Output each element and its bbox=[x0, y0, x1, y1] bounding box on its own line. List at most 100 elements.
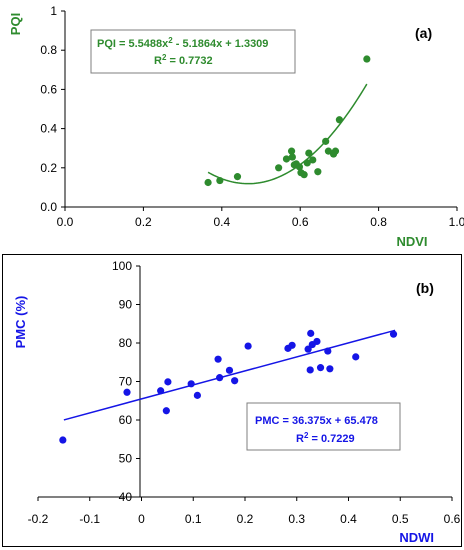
data-point bbox=[225, 366, 234, 374]
panel-a-x-ticks: 0.0 0.2 0.4 0.6 0.8 1.0 bbox=[57, 207, 464, 229]
data-point bbox=[304, 345, 312, 353]
panel-a-y-label: PQI bbox=[8, 13, 23, 35]
y-tick-label: 0.4 bbox=[40, 122, 57, 136]
data-point bbox=[288, 341, 296, 349]
data-point bbox=[307, 329, 315, 337]
panel-a-y-ticks: 0.0 0.2 0.4 0.6 0.8 1 bbox=[40, 4, 65, 214]
panel-a-points bbox=[204, 55, 371, 187]
panel-b-equation: PMC = 36.375x + 65.478 bbox=[255, 415, 378, 427]
data-point bbox=[389, 330, 398, 338]
data-point bbox=[309, 156, 317, 164]
x-tick-label: 0.5 bbox=[392, 512, 409, 526]
panel-b-frame bbox=[2, 254, 462, 547]
panel-b-y-label: PMC (%) bbox=[13, 296, 28, 349]
data-point bbox=[352, 353, 360, 361]
data-point bbox=[187, 380, 195, 388]
panel-a-label: (a) bbox=[415, 25, 432, 41]
x-tick-label: 0.1 bbox=[185, 512, 202, 526]
panel-a-x-label: NDVI bbox=[396, 234, 427, 249]
data-point bbox=[363, 55, 371, 63]
panel-a-equation-part2: - 5.1864x + 1.3309 bbox=[173, 38, 269, 50]
panel-b: -0.2 -0.1 0 0.1 0.2 0.3 0.4 0.5 0.6 40 50 60 70 80 90… bbox=[2, 254, 462, 547]
x-tick-label: 0.2 bbox=[237, 512, 254, 526]
panel-b-x-label: NDWI bbox=[399, 530, 434, 545]
y-tick-label: 0.0 bbox=[40, 200, 57, 214]
panel-a-equation-exponent: 2 bbox=[168, 36, 173, 45]
data-point bbox=[313, 337, 321, 346]
data-point bbox=[288, 153, 296, 161]
y-tick-label: 0.6 bbox=[40, 82, 57, 96]
panel-b-equation-box bbox=[246, 402, 401, 451]
panel-b-x-ticks: -0.2 -0.1 0 0.1 0.2 0.3 0.4 0.5 0.6 bbox=[28, 497, 461, 526]
panel-b-label: (b) bbox=[416, 280, 434, 296]
data-point bbox=[162, 407, 170, 415]
panel-b-r2-label: R bbox=[296, 433, 304, 445]
data-point bbox=[335, 116, 343, 124]
data-point bbox=[275, 164, 283, 172]
panel-a: 0.0 0.2 0.4 0.6 0.8 1.0 0.0 0.2 0.4 0.6 0.8 1 PQI … bbox=[8, 4, 464, 249]
panel-a-r2-exponent: 2 bbox=[162, 53, 167, 62]
panel-a-r2-value: = 0.7732 bbox=[166, 55, 212, 67]
x-tick-label: 0.4 bbox=[213, 215, 230, 229]
data-point bbox=[157, 387, 165, 395]
data-point bbox=[303, 159, 311, 167]
x-tick-label: -0.1 bbox=[79, 512, 100, 526]
data-point bbox=[244, 342, 252, 350]
data-point bbox=[326, 365, 334, 373]
y-tick-label: 70 bbox=[119, 375, 133, 389]
x-tick-label: -0.2 bbox=[28, 512, 49, 526]
panel-a-equation-part1: PQI = 5.5488x bbox=[97, 38, 169, 50]
x-tick-label: 0.3 bbox=[288, 512, 305, 526]
x-tick-label: 0.2 bbox=[135, 215, 152, 229]
data-point bbox=[300, 171, 308, 179]
panel-a-r2: R2 = 0.7732 bbox=[154, 53, 213, 68]
panel-b-trendline bbox=[63, 329, 396, 421]
x-tick-label: 0 bbox=[138, 512, 145, 526]
panel-a-equation-box bbox=[90, 29, 296, 74]
panel-b-y-ticks: 40 50 60 70 80 90 100 bbox=[112, 259, 140, 504]
y-tick-label: 90 bbox=[119, 298, 133, 312]
data-point bbox=[216, 374, 224, 382]
data-point bbox=[204, 178, 212, 187]
data-point bbox=[305, 149, 313, 157]
y-tick-label: 1 bbox=[50, 4, 57, 18]
data-point bbox=[287, 147, 296, 155]
panel-a-trendline bbox=[207, 83, 368, 185]
panel-b-r2-value: = 0.7229 bbox=[308, 433, 354, 445]
panel-b-r2: R2 = 0.7229 bbox=[296, 431, 355, 446]
data-point bbox=[282, 155, 291, 163]
data-point bbox=[316, 364, 325, 372]
y-tick-label: 100 bbox=[112, 259, 132, 273]
x-tick-label: 0.6 bbox=[292, 215, 309, 229]
x-tick-label: 0.0 bbox=[57, 215, 74, 229]
data-point bbox=[331, 147, 340, 155]
y-tick-label: 50 bbox=[119, 452, 133, 466]
data-point bbox=[59, 436, 67, 444]
x-tick-label: 0.4 bbox=[340, 512, 357, 526]
x-tick-label: 0.8 bbox=[370, 215, 387, 229]
data-point bbox=[306, 366, 314, 374]
panel-b-points bbox=[59, 329, 398, 444]
data-point bbox=[324, 347, 332, 355]
data-point bbox=[216, 176, 224, 185]
panel-a-equation: PQI = 5.5488x2 - 5.1864x + 1.3309 bbox=[97, 36, 268, 51]
data-point bbox=[193, 391, 201, 399]
data-point bbox=[233, 173, 242, 181]
y-tick-label: 40 bbox=[119, 490, 133, 504]
y-tick-label: 80 bbox=[119, 336, 133, 350]
data-point bbox=[314, 168, 322, 176]
panel-a-r2-label: R bbox=[154, 55, 162, 67]
panel-b-r2-exponent: 2 bbox=[304, 431, 309, 440]
y-tick-label: 60 bbox=[119, 413, 133, 427]
y-tick-label: 0.2 bbox=[40, 161, 57, 175]
x-tick-label: 0.6 bbox=[444, 512, 461, 526]
data-point bbox=[123, 388, 131, 396]
data-point bbox=[164, 378, 172, 386]
data-point bbox=[295, 163, 304, 171]
data-point bbox=[214, 355, 222, 363]
data-point bbox=[322, 137, 330, 145]
x-tick-label: 1.0 bbox=[449, 215, 464, 229]
y-tick-label: 0.8 bbox=[40, 43, 57, 57]
data-point bbox=[231, 377, 239, 385]
